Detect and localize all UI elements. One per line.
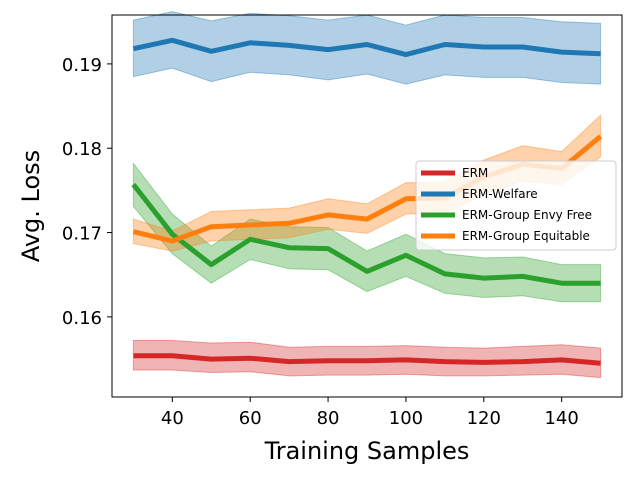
x-tick-label: 60 <box>239 408 262 429</box>
legend-label-erm-welfare: ERM-Welfare <box>462 187 538 201</box>
y-axis-label: Avg. Loss <box>17 150 45 262</box>
legend-label-erm: ERM <box>462 166 488 180</box>
y-tick-label: 0.17 <box>62 224 102 245</box>
x-axis-label: Training Samples <box>264 437 470 465</box>
y-tick-label: 0.16 <box>62 308 102 329</box>
x-axis-ticks: 40 60 80 100 120 140 <box>161 397 579 429</box>
line-erm-welfare <box>132 37 601 58</box>
x-tick-label: 100 <box>389 408 423 429</box>
y-tick-label: 0.18 <box>62 139 102 160</box>
legend-label-erm-group-equitable: ERM-Group Equitable <box>462 229 590 243</box>
x-tick-label: 140 <box>544 408 578 429</box>
x-tick-label: 40 <box>161 408 184 429</box>
x-tick-label: 120 <box>467 408 501 429</box>
y-tick-label: 0.19 <box>62 55 102 76</box>
line-erm-group-envy-free <box>131 182 601 286</box>
plot-frame <box>111 14 623 398</box>
legend: ERM ERM-Welfare ERM-Group Envy Free ERM-Gro… <box>415 160 617 251</box>
x-tick-label: 80 <box>317 408 340 429</box>
confidence-bands <box>132 11 602 379</box>
legend-box <box>415 160 617 251</box>
y-axis-ticks: 0.16 0.17 0.18 0.19 <box>62 55 112 329</box>
legend-label-erm-group-envy-free: ERM-Group Envy Free <box>462 208 592 222</box>
line-erm <box>133 353 601 366</box>
band-erm-group-envy-free <box>132 161 602 303</box>
band-erm-welfare <box>132 11 602 85</box>
band-erm-group-equitable <box>132 114 602 252</box>
